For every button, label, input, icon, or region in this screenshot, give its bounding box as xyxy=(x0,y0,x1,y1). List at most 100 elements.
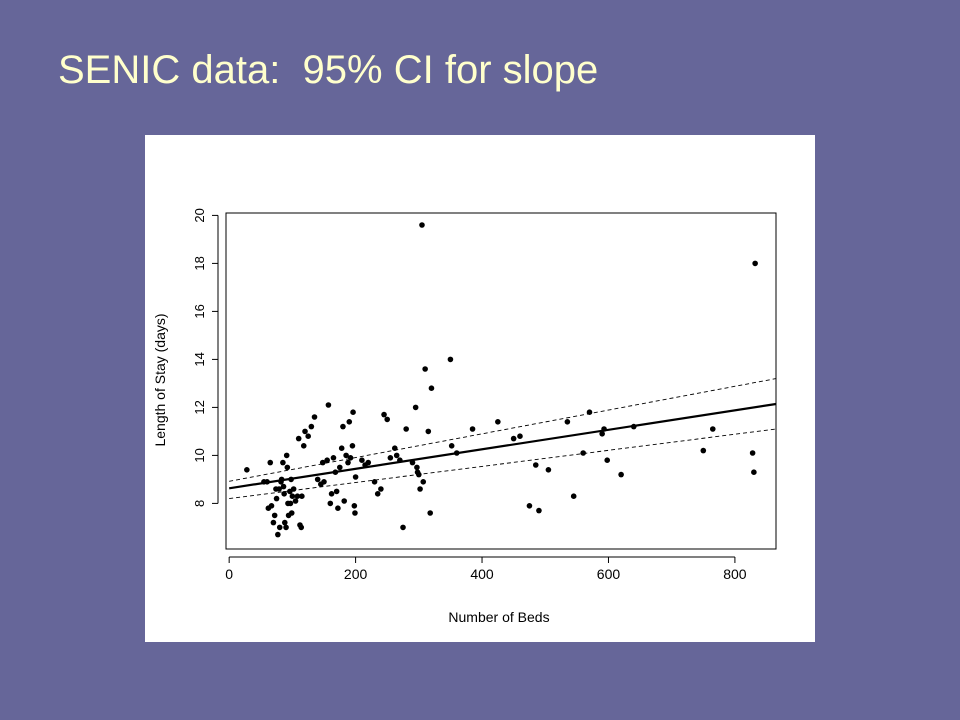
x-tick-label: 200 xyxy=(344,566,368,582)
data-point xyxy=(321,479,327,485)
data-point xyxy=(319,459,326,466)
x-axis-label: Number of Beds xyxy=(448,609,549,625)
data-point xyxy=(416,471,422,478)
slide-title: SENIC data: 95% CI for slope xyxy=(58,48,599,92)
data-point xyxy=(751,469,757,476)
data-point xyxy=(630,423,637,430)
x-tick-label: 800 xyxy=(723,566,747,582)
fit-line xyxy=(228,402,777,490)
data-point xyxy=(495,419,501,425)
data-point xyxy=(536,507,542,514)
data-point xyxy=(359,457,365,464)
data-point xyxy=(453,450,460,456)
data-point xyxy=(336,464,343,471)
data-point xyxy=(371,479,378,485)
data-point xyxy=(284,464,291,471)
data-point xyxy=(338,445,345,452)
data-point xyxy=(276,524,283,531)
data-point xyxy=(381,411,387,418)
data-point xyxy=(298,524,305,531)
data-point xyxy=(335,505,341,512)
data-point xyxy=(417,486,423,492)
data-point xyxy=(387,455,394,461)
x-tick-label: 400 xyxy=(470,566,494,582)
data-point xyxy=(302,428,308,435)
ci-upper-line xyxy=(229,378,777,482)
data-point xyxy=(422,366,428,372)
data-point xyxy=(414,464,420,471)
data-point xyxy=(299,493,305,500)
data-point xyxy=(420,479,427,485)
data-point xyxy=(604,457,611,464)
data-point xyxy=(384,416,391,423)
data-point xyxy=(709,426,716,432)
data-point xyxy=(340,423,346,430)
data-point xyxy=(448,443,455,449)
y-tick-label: 18 xyxy=(192,256,207,270)
data-point xyxy=(295,435,302,442)
data-point xyxy=(294,493,301,500)
data-point xyxy=(419,222,425,228)
data-point xyxy=(526,503,533,509)
y-tick-label: 10 xyxy=(192,448,207,462)
data-point xyxy=(564,419,571,425)
data-point xyxy=(700,447,707,454)
data-point xyxy=(280,459,286,466)
data-point xyxy=(290,486,297,492)
data-point xyxy=(510,435,517,442)
data-point xyxy=(365,459,372,466)
data-point xyxy=(570,493,577,500)
data-point xyxy=(281,491,287,497)
data-point xyxy=(580,450,586,456)
data-point xyxy=(346,419,353,425)
data-point xyxy=(267,459,274,466)
data-point xyxy=(403,426,409,432)
ci-lower-line xyxy=(229,428,777,500)
data-point xyxy=(292,498,299,504)
data-point xyxy=(288,510,295,516)
data-point xyxy=(352,510,358,516)
data-point xyxy=(300,443,307,449)
data-point xyxy=(283,452,290,459)
y-tick-label: 14 xyxy=(192,352,207,366)
data-point xyxy=(281,519,288,526)
x-tick-label: 600 xyxy=(597,566,621,582)
data-point xyxy=(752,260,758,267)
data-point xyxy=(378,486,384,492)
data-point xyxy=(412,404,419,411)
data-point xyxy=(276,486,282,492)
data-point xyxy=(517,433,523,440)
y-tick-label: 16 xyxy=(192,304,207,318)
data-point xyxy=(349,443,356,449)
y-tick-label: 12 xyxy=(192,400,207,414)
data-point xyxy=(343,452,349,459)
data-point xyxy=(351,503,358,509)
y-axis-label: Length of Stay (days) xyxy=(152,313,168,446)
data-point xyxy=(278,476,285,483)
data-point xyxy=(425,428,432,435)
data-point xyxy=(333,488,340,495)
data-point xyxy=(345,459,351,466)
data-point xyxy=(325,402,332,408)
data-point xyxy=(347,455,354,461)
data-point xyxy=(352,474,359,480)
y-tick-label: 8 xyxy=(192,500,207,507)
y-tick-label: 20 xyxy=(192,208,207,222)
plot-frame xyxy=(225,212,777,550)
data-point xyxy=(289,493,296,500)
data-point xyxy=(283,524,289,531)
data-point xyxy=(447,356,454,363)
data-point xyxy=(268,503,275,509)
data-point xyxy=(330,455,337,461)
data-point xyxy=(264,479,270,485)
data-point xyxy=(469,426,476,432)
data-point xyxy=(393,452,400,459)
data-point xyxy=(391,445,398,452)
plot-panel: 0 200 400 600 800 8 10 12 14 16 18 20 Number of Bed… xyxy=(145,135,815,642)
data-point xyxy=(427,510,433,516)
data-point xyxy=(400,524,406,531)
data-point xyxy=(288,476,294,483)
data-point xyxy=(532,462,539,468)
data-point xyxy=(341,498,348,504)
data-point xyxy=(271,512,278,519)
